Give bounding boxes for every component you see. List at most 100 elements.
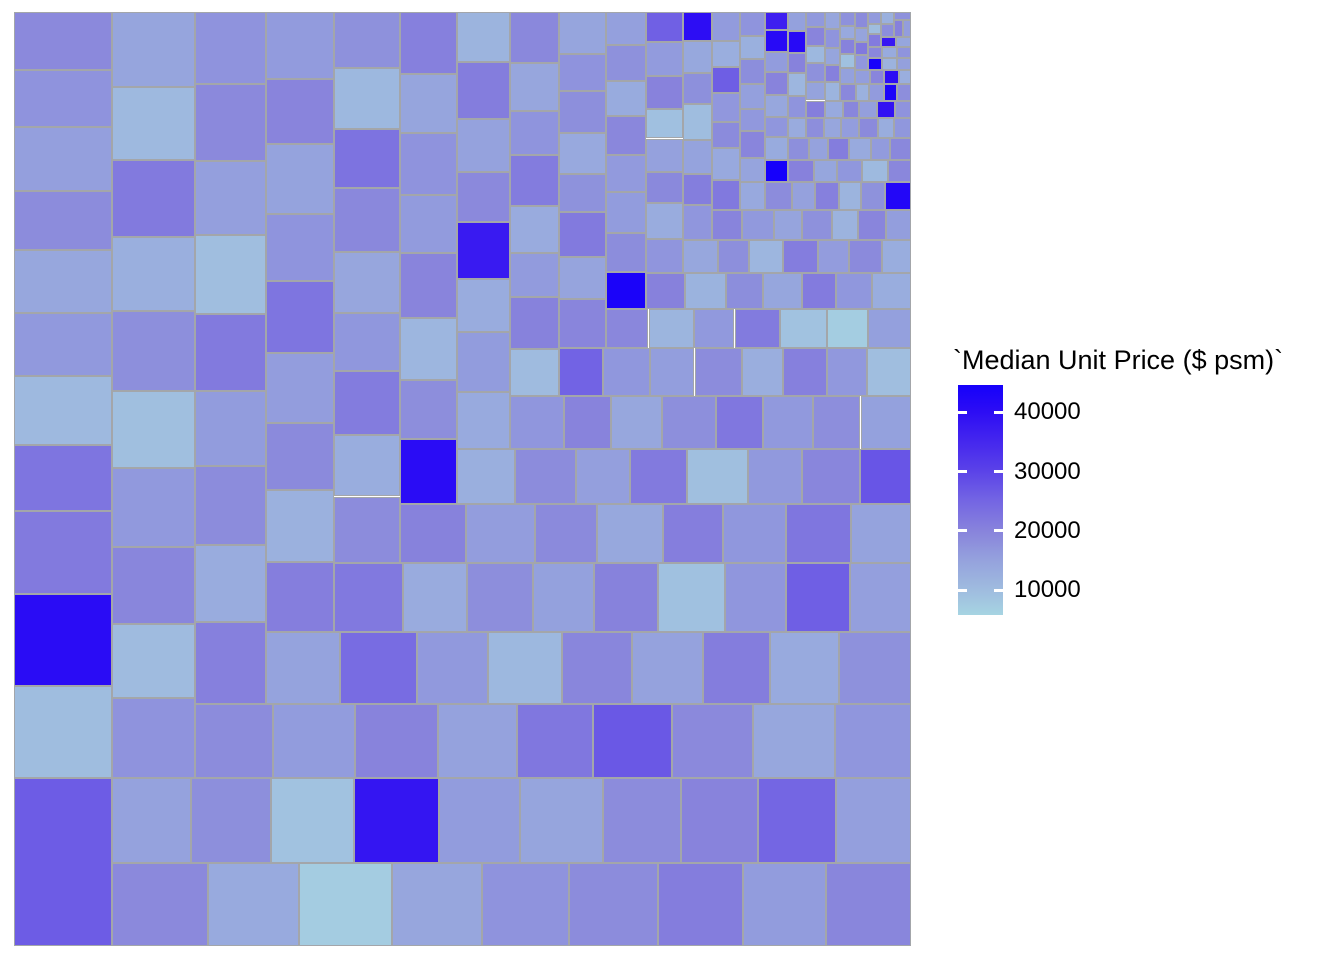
treemap-tile	[334, 12, 401, 68]
treemap-tile	[893, 117, 911, 139]
treemap-tile	[631, 632, 704, 704]
treemap-tile	[562, 632, 632, 704]
treemap-tile	[893, 20, 903, 37]
treemap-tile	[650, 348, 695, 397]
treemap-tile	[334, 187, 401, 252]
treemap-tile	[893, 12, 911, 21]
treemap-tile	[14, 190, 112, 250]
treemap-tile	[835, 272, 873, 309]
treemap-tile	[558, 212, 606, 258]
treemap-tile	[715, 396, 763, 449]
treemap-tile	[888, 159, 911, 182]
treemap-tile	[898, 69, 911, 85]
treemap-tile	[265, 12, 335, 80]
treemap-tile	[646, 108, 684, 139]
treemap-tile	[839, 67, 855, 85]
treemap-tile	[605, 155, 647, 192]
treemap-tile	[111, 311, 195, 391]
treemap-tile	[849, 138, 872, 160]
treemap-tile	[861, 181, 886, 210]
treemap-tile	[602, 348, 651, 397]
treemap-tile	[848, 239, 883, 273]
legend-tick-mark	[994, 588, 1003, 592]
treemap-tile	[884, 84, 898, 101]
treemap-tile	[334, 312, 401, 372]
treemap-tile	[558, 53, 606, 92]
treemap-tile	[749, 239, 783, 273]
treemap-tile	[826, 348, 867, 397]
treemap-tile	[764, 136, 788, 160]
treemap-tile	[14, 778, 112, 946]
treemap-tile	[748, 448, 803, 504]
treemap-tile	[806, 12, 825, 28]
treemap-tile	[764, 159, 789, 182]
treemap-tile	[839, 84, 856, 101]
treemap-tile	[457, 448, 515, 504]
treemap-tile	[605, 191, 647, 234]
treemap-tile	[824, 81, 840, 101]
treemap-tile	[712, 40, 741, 68]
treemap-tile	[400, 438, 458, 504]
treemap-tile	[605, 44, 647, 82]
treemap-tile	[817, 239, 849, 273]
treemap-tile	[902, 20, 911, 37]
treemap-tile	[782, 348, 827, 397]
treemap-tile	[457, 331, 511, 392]
treemap-tile	[881, 12, 894, 24]
treemap-tile	[14, 127, 112, 191]
treemap-tile	[510, 110, 559, 155]
treemap-tile	[890, 138, 911, 160]
treemap-tile	[814, 159, 837, 182]
treemap-tile	[111, 236, 195, 312]
treemap-tile	[806, 45, 825, 63]
treemap-tile	[802, 448, 860, 504]
legend-tick-mark	[994, 410, 1003, 414]
treemap-tile	[658, 862, 744, 946]
treemap-tile	[854, 27, 868, 42]
treemap-tile	[834, 703, 911, 778]
treemap-tile	[602, 777, 682, 863]
treemap-tile	[685, 272, 727, 309]
treemap-tile	[867, 34, 882, 47]
treemap-tile	[764, 12, 788, 31]
treemap-tile	[854, 54, 868, 70]
treemap-tile	[801, 272, 836, 309]
treemap-tile	[839, 632, 911, 704]
treemap-tile	[194, 703, 274, 778]
treemap-tile	[740, 84, 765, 109]
treemap-tile	[683, 104, 713, 141]
treemap-tile	[740, 131, 765, 158]
treemap-tile	[712, 121, 741, 149]
treemap-tile	[883, 69, 899, 85]
treemap-tile	[764, 52, 788, 73]
treemap-tile	[672, 703, 754, 778]
treemap-tile	[400, 253, 458, 319]
treemap-plot	[14, 12, 911, 946]
treemap-tile	[712, 148, 741, 181]
treemap-tile	[764, 116, 788, 137]
treemap-tile	[111, 546, 195, 624]
treemap-tile	[605, 12, 647, 45]
treemap-tile	[194, 545, 266, 622]
treemap-tile	[895, 36, 911, 47]
treemap-tile	[646, 138, 684, 173]
treemap-tile	[111, 698, 195, 778]
treemap-tile	[207, 862, 299, 946]
treemap-tile	[802, 209, 833, 240]
treemap-tile	[897, 84, 911, 101]
treemap-tile	[683, 140, 713, 174]
treemap-tile	[597, 503, 664, 564]
treemap-tile	[882, 239, 911, 273]
treemap-tile	[568, 862, 659, 946]
treemap-tile	[861, 159, 889, 182]
treemap-tile	[334, 67, 401, 130]
treemap-tile	[881, 23, 894, 37]
treemap-tile	[646, 12, 684, 42]
treemap-tile	[877, 117, 894, 139]
treemap-tile	[400, 194, 458, 254]
treemap-tile	[194, 621, 266, 704]
treemap-tile	[764, 30, 788, 53]
treemap-tile	[693, 309, 735, 349]
treemap-tile	[869, 84, 885, 101]
